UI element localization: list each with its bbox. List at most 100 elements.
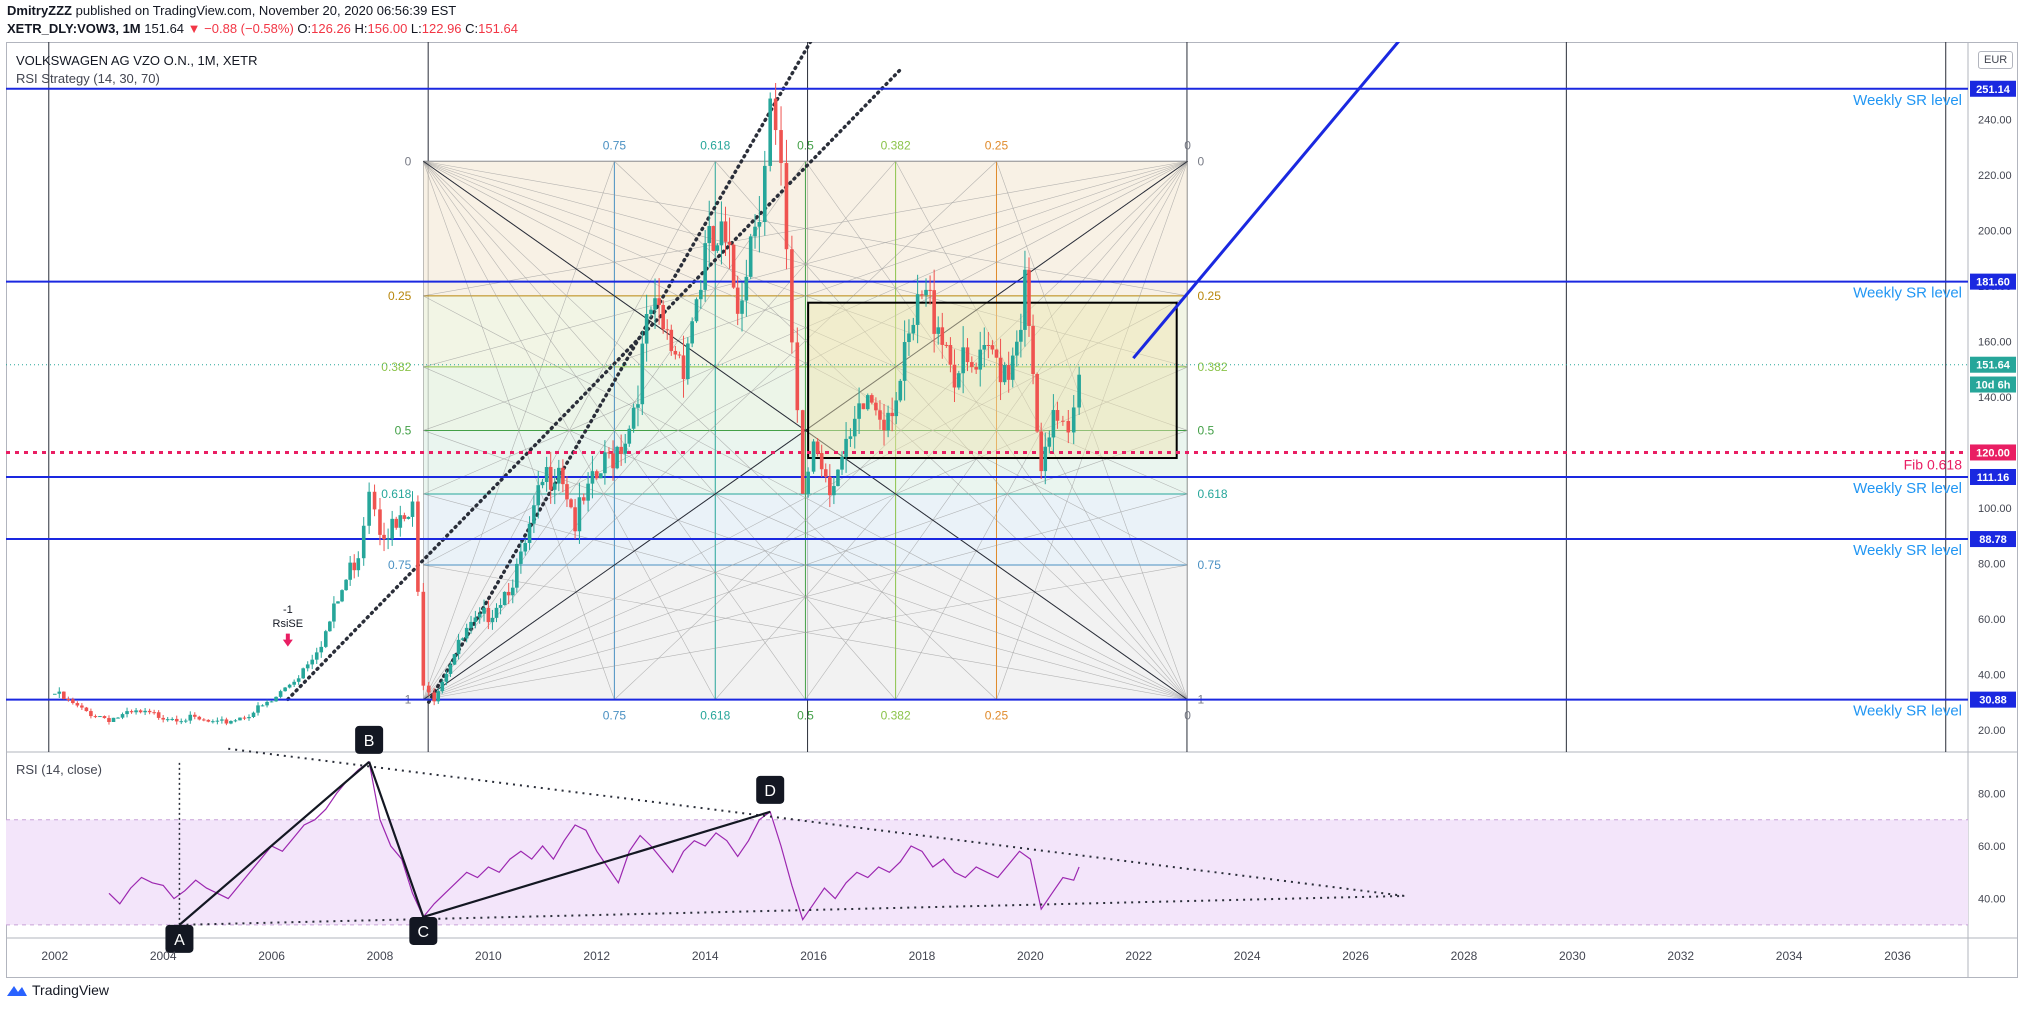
gann-top-label: 0.382 bbox=[881, 138, 911, 152]
strategy-label[interactable]: RSI Strategy (14, 30, 70) bbox=[16, 71, 160, 86]
candle-body bbox=[657, 298, 661, 306]
open-value: 126.26 bbox=[311, 21, 351, 36]
candle-body bbox=[464, 627, 469, 639]
price-label-box bbox=[1970, 444, 2016, 461]
pattern-point-box bbox=[165, 924, 194, 953]
time-tick-label: 2014 bbox=[692, 949, 719, 963]
candle-body bbox=[152, 712, 156, 714]
chart-container[interactable]: 0 0 0.25 0.25 0.382 0.382 0.5 0.5 0.618 0.618 0.75… bbox=[6, 42, 2018, 978]
candle-body bbox=[731, 244, 736, 288]
price-change: −0.88 (−0.58%) bbox=[204, 21, 294, 36]
down-arrow-icon: ▼ bbox=[187, 21, 201, 36]
candle-body bbox=[1010, 355, 1015, 380]
channel-line-lower bbox=[286, 67, 903, 702]
candle-body bbox=[125, 711, 129, 715]
candle-body bbox=[361, 525, 366, 559]
pattern-point-label: A bbox=[174, 932, 185, 949]
gann-fan-line bbox=[423, 366, 1188, 700]
candle-body bbox=[224, 719, 229, 724]
candle-body bbox=[611, 453, 615, 469]
open-label: O: bbox=[297, 21, 312, 36]
candle-body bbox=[523, 542, 528, 552]
candle-body bbox=[386, 538, 390, 540]
price-label-text: 181.60 bbox=[1976, 277, 2010, 289]
signal-arrow-icon bbox=[282, 633, 293, 647]
candle-body bbox=[170, 718, 175, 720]
candle-body bbox=[256, 705, 260, 713]
candle-body bbox=[940, 327, 945, 345]
candle-body bbox=[823, 469, 828, 477]
candle-body bbox=[978, 349, 983, 370]
candle-body bbox=[948, 345, 953, 365]
candle-body bbox=[982, 345, 987, 350]
candle-body bbox=[540, 482, 545, 486]
candle-body bbox=[828, 476, 832, 496]
candle-body bbox=[238, 717, 242, 721]
candle-body bbox=[790, 249, 794, 343]
candle-body bbox=[287, 684, 292, 688]
price-label-text: 251.14 bbox=[1976, 84, 2011, 96]
candle-body bbox=[1023, 269, 1027, 330]
candle-body bbox=[861, 403, 866, 410]
candle-body bbox=[116, 717, 120, 719]
candle-body bbox=[138, 710, 143, 713]
candle-body bbox=[251, 712, 256, 718]
candle-body bbox=[482, 607, 486, 614]
candle-body bbox=[565, 484, 569, 500]
price-label-box bbox=[1970, 80, 2016, 97]
candle-body bbox=[129, 711, 134, 713]
candle-body bbox=[98, 716, 102, 718]
candle-body bbox=[134, 710, 138, 713]
candle-body bbox=[179, 721, 184, 723]
sr-level-label: Weekly SR level bbox=[1853, 285, 1962, 302]
gann-right-label: 0.382 bbox=[1198, 360, 1228, 374]
candle-body bbox=[599, 473, 603, 479]
candle-body bbox=[102, 716, 107, 719]
currency-badge[interactable]: EUR bbox=[1978, 51, 2014, 69]
candle-body bbox=[894, 400, 899, 417]
candle-body bbox=[815, 441, 820, 454]
candle-body bbox=[319, 646, 324, 653]
candle-body bbox=[305, 664, 310, 669]
price-tick-label: 40.00 bbox=[1978, 669, 2006, 681]
rsi-triangle-upper bbox=[228, 747, 1405, 897]
candle-body bbox=[1055, 410, 1060, 421]
footer-brand[interactable]: TradingView bbox=[6, 982, 109, 998]
candle-body bbox=[310, 659, 315, 665]
low-label: L: bbox=[410, 21, 422, 36]
candle-body bbox=[292, 681, 296, 685]
candle-body bbox=[111, 717, 116, 722]
candle-body bbox=[707, 226, 712, 244]
gann-fan-line bbox=[423, 493, 1188, 700]
candle-body bbox=[711, 226, 716, 251]
gann-fan-line bbox=[423, 161, 615, 700]
signal-label: RsiSE bbox=[273, 618, 304, 630]
gann-bottom-label: 0.382 bbox=[881, 709, 911, 723]
price-label-text: 111.16 bbox=[1977, 472, 2009, 484]
candle-body bbox=[819, 453, 824, 470]
candle-body bbox=[744, 276, 749, 301]
candle-body bbox=[773, 98, 778, 131]
candle-body bbox=[631, 407, 636, 429]
candle-body bbox=[1002, 365, 1007, 383]
candle-body bbox=[502, 591, 507, 606]
candle-body bbox=[1039, 431, 1043, 472]
candle-body bbox=[753, 226, 757, 237]
gann-top-label: 0.75 bbox=[603, 138, 627, 152]
author-name[interactable]: DmitryZZZ bbox=[7, 3, 72, 18]
rsi-pane-title[interactable]: RSI (14, close) bbox=[16, 762, 102, 777]
candle-body bbox=[426, 685, 431, 693]
price-tick-label: 20.00 bbox=[1978, 725, 2006, 737]
candle-body bbox=[356, 558, 361, 571]
candle-body bbox=[477, 613, 482, 618]
candle-body bbox=[573, 507, 577, 532]
candle-body bbox=[994, 349, 999, 358]
candle-body bbox=[278, 691, 283, 697]
price-label-box bbox=[1970, 468, 2016, 485]
candle-body bbox=[902, 342, 907, 381]
gann-right-label: 0.25 bbox=[1198, 289, 1222, 303]
candle-body bbox=[640, 343, 645, 405]
candle-body bbox=[147, 710, 152, 713]
price-tick-label: 160.00 bbox=[1978, 337, 2012, 349]
